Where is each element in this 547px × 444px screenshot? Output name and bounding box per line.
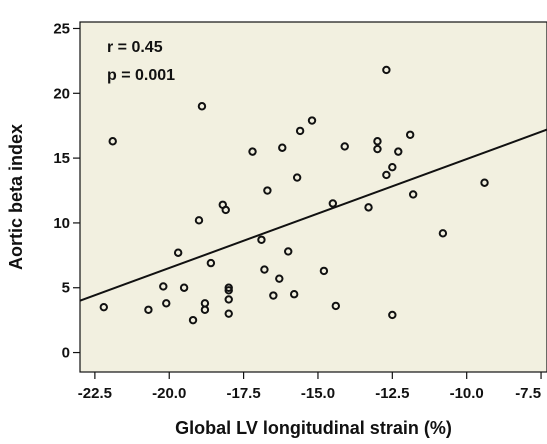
data-point	[382, 170, 391, 180]
data-point	[224, 295, 233, 304]
data-point	[200, 299, 210, 308]
data-point	[328, 199, 338, 208]
data-point	[388, 310, 397, 320]
data-point	[373, 137, 382, 146]
x-tick-label: -20.0	[152, 385, 186, 402]
data-point	[405, 130, 415, 139]
data-point	[388, 162, 397, 172]
x-tick-label: -17.5	[226, 385, 260, 402]
data-point	[162, 299, 171, 308]
x-tick-label: -7.5	[515, 385, 541, 402]
data-point	[340, 142, 349, 151]
data-point	[364, 203, 373, 212]
data-point	[179, 283, 189, 292]
x-tick-label: -12.5	[375, 385, 409, 402]
data-point	[224, 309, 233, 318]
y-axis-title: Aortic beta index	[6, 124, 26, 270]
data-point	[289, 290, 299, 299]
data-point	[263, 186, 272, 195]
data-point	[373, 144, 382, 154]
data-point	[197, 102, 207, 111]
y-tick-label: 10	[53, 215, 70, 232]
y-tick-label: 15	[53, 150, 70, 167]
x-axis-title: Global LV longitudinal strain (%)	[175, 418, 452, 438]
data-point	[307, 116, 317, 125]
data-point	[224, 283, 233, 292]
y-tick-label: 5	[62, 280, 70, 297]
data-point	[408, 190, 418, 199]
x-tick-label: -15.0	[301, 385, 335, 402]
x-tick-label: -22.5	[78, 385, 112, 402]
data-point	[269, 291, 278, 300]
regression-line	[79, 128, 547, 302]
data-point	[108, 137, 117, 146]
data-point	[295, 126, 305, 136]
y-tick-label: 25	[53, 20, 70, 37]
plot-area	[80, 22, 547, 372]
x-tick-label: -10.0	[450, 385, 484, 402]
data-point	[278, 143, 287, 152]
data-point	[257, 235, 266, 244]
data-point	[331, 301, 341, 311]
data-point	[99, 302, 108, 312]
data-point	[248, 147, 257, 156]
correlation-r-label: r = 0.45	[107, 39, 163, 56]
y-tick-label: 0	[62, 345, 70, 362]
data-point	[159, 282, 168, 291]
data-point	[221, 205, 230, 215]
p-value-label: p = 0.001	[107, 67, 175, 84]
data-point	[394, 147, 403, 156]
data-point	[319, 266, 329, 276]
data-point	[382, 65, 391, 75]
data-point	[206, 258, 216, 268]
data-point	[480, 178, 489, 187]
data-point	[260, 265, 269, 274]
data-point	[275, 274, 284, 283]
data-point	[144, 305, 153, 314]
y-tick-label: 20	[53, 85, 70, 102]
data-point	[194, 216, 204, 225]
data-point	[173, 248, 183, 257]
data-point	[284, 247, 293, 256]
data-point	[438, 229, 448, 238]
data-point	[292, 173, 302, 182]
plot-frame	[79, 21, 547, 373]
data-point	[188, 315, 198, 325]
